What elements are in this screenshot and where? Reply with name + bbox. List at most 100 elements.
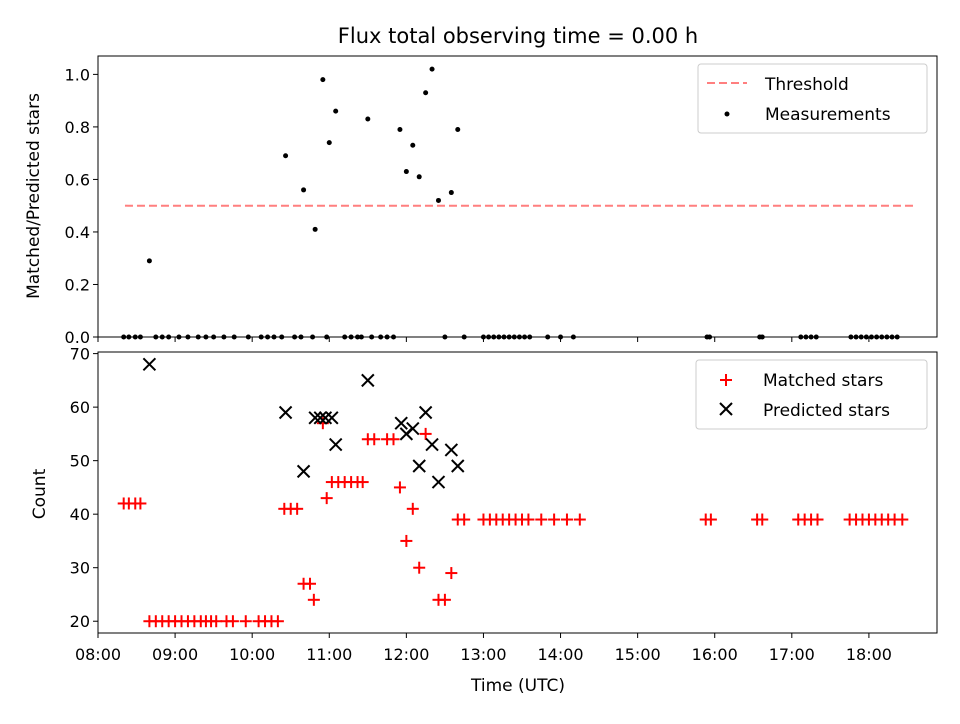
matched-star-point: [291, 502, 304, 515]
measurement-point: [310, 334, 316, 340]
measurement-point: [301, 187, 307, 193]
measurement-point: [365, 116, 371, 122]
matched-star-point: [226, 615, 239, 628]
measurement-point: [195, 334, 201, 340]
x-tick-label: 08:00: [75, 645, 121, 664]
predicted-star-point: [394, 416, 408, 430]
measurement-point: [283, 153, 289, 159]
measurement-point: [803, 334, 809, 340]
measurement-point: [798, 334, 804, 340]
predicted-legend-label: Predicted stars: [763, 401, 890, 421]
predicted-star-d2: [394, 416, 408, 430]
bottom-y-tick-label: 30: [70, 559, 90, 578]
measurement-point: [265, 334, 271, 340]
matched-star-point: [307, 593, 320, 606]
measurement-point: [221, 334, 227, 340]
measurement-point: [813, 334, 819, 340]
measurement-point: [369, 334, 375, 340]
predicted-star-point: [418, 405, 433, 420]
matched-star-point: [400, 534, 413, 547]
predicted-star-point: [361, 373, 375, 388]
matched-star-point: [393, 481, 406, 494]
measurement-point: [570, 334, 576, 340]
matched-star-point: [438, 593, 451, 606]
bottom-y-tick-label: 70: [70, 345, 90, 364]
bottom-y-tick-label: 50: [70, 452, 90, 471]
predicted-star-point: [425, 437, 439, 452]
measurement-point: [403, 169, 409, 175]
measurement-point: [516, 334, 522, 340]
matched-star-point: [320, 492, 333, 505]
measurement-point: [486, 334, 492, 340]
measurement-point: [292, 334, 298, 340]
top-y-tick-label: 0.2: [65, 275, 90, 294]
matched-star-point: [811, 513, 824, 526]
measurement-point: [348, 334, 354, 340]
measurement-point: [121, 334, 127, 340]
x-tick-label: 09:00: [152, 645, 198, 664]
measurement-point: [137, 334, 143, 340]
measurement-point: [258, 334, 264, 340]
bottom-y-tick-label: 60: [70, 398, 90, 417]
measurement-point: [342, 334, 348, 340]
measurement-point: [320, 77, 326, 83]
bottom-plot-area: 20 30 40 50 60 70 08:00 09:00 10:00 11:00 12:00 13:…: [70, 345, 938, 664]
predicted-star-point: [318, 411, 333, 425]
x-tick-label: 11:00: [306, 645, 352, 664]
x-tick-label: 17:00: [769, 645, 815, 664]
measurement-point: [384, 334, 390, 340]
matched-star-point: [239, 615, 252, 628]
predicted-star-point: [142, 357, 157, 372]
predicted-star-point: [278, 405, 293, 420]
measurement-point: [410, 142, 416, 148]
measurement-point: [279, 334, 285, 340]
measurement-point: [511, 334, 517, 340]
bottom-y-axis-label: Count: [30, 468, 50, 519]
measurement-point: [166, 334, 172, 340]
bottom-y-tick-label: 40: [70, 505, 90, 524]
predicted-star-point: [431, 475, 446, 489]
predicted-star-point: [313, 411, 327, 425]
matched-star-point: [560, 513, 573, 526]
matched-star-point: [356, 476, 369, 489]
measurements-legend-marker: [724, 111, 730, 117]
top-y-axis-label: Matched/Predicted stars: [24, 93, 44, 299]
measurement-point: [448, 190, 454, 196]
bottom-legend: Matched stars Predicted stars: [695, 359, 928, 430]
predicted-star-point: [325, 411, 339, 425]
predicted-star-d2: [296, 464, 311, 479]
matched-star-point: [368, 433, 381, 446]
measurement-point: [501, 334, 507, 340]
measurements-legend-label: Measurements: [765, 105, 891, 125]
matched-star-point: [413, 561, 426, 574]
measurement-point: [391, 334, 397, 340]
predicted-star-d2: [406, 421, 420, 436]
measurement-point: [879, 334, 885, 340]
measurement-point: [132, 334, 138, 340]
measurement-point: [355, 334, 361, 340]
top-y-tick-label: 0.0: [65, 328, 90, 347]
matched-star-point: [535, 513, 548, 526]
x-tick-label: 13:00: [460, 645, 506, 664]
matched-star-point: [419, 427, 432, 440]
matched-star-point: [522, 513, 535, 526]
measurement-point: [853, 334, 859, 340]
measurement-point: [185, 334, 191, 340]
measurement-point: [889, 334, 895, 340]
matched-legend-label: Matched stars: [763, 371, 883, 391]
measurement-point: [527, 334, 533, 340]
measurement-point: [506, 334, 512, 340]
predicted-star-d2: [451, 459, 465, 473]
predicted-star-point: [328, 437, 343, 452]
chart-title: Flux total observing time = 0.00 h: [338, 24, 698, 48]
measurement-point: [894, 334, 900, 340]
measurement-point: [153, 334, 159, 340]
predicted-star-d2: [308, 411, 322, 425]
measurement-point: [271, 334, 277, 340]
x-tick-label: 14:00: [537, 645, 583, 664]
matched-star-point: [458, 513, 471, 526]
measurement-point: [146, 258, 152, 264]
measurement-point: [211, 334, 217, 340]
measurement-point: [884, 334, 890, 340]
